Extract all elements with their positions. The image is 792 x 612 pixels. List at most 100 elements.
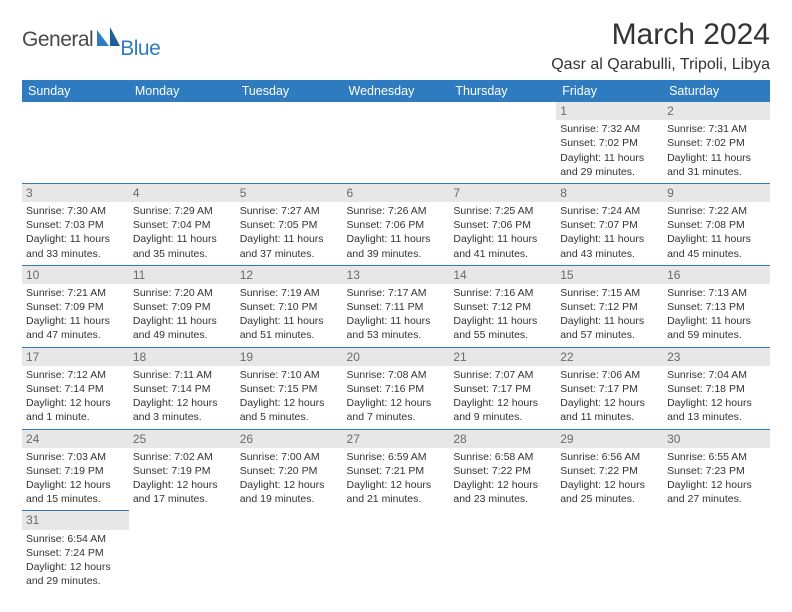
calendar-cell: 24Sunrise: 7:03 AMSunset: 7:19 PMDayligh… — [22, 429, 129, 511]
day-number: 16 — [663, 266, 770, 284]
daylight-text: Daylight: 12 hours and 15 minutes. — [26, 478, 125, 506]
calendar-cell: 2Sunrise: 7:31 AMSunset: 7:02 PMDaylight… — [663, 102, 770, 183]
calendar-cell — [236, 102, 343, 183]
sunset-text: Sunset: 7:13 PM — [667, 300, 766, 314]
calendar-cell — [556, 511, 663, 592]
daylight-text: Daylight: 11 hours and 45 minutes. — [667, 232, 766, 260]
sunset-text: Sunset: 7:08 PM — [667, 218, 766, 232]
calendar-cell: 20Sunrise: 7:08 AMSunset: 7:16 PMDayligh… — [343, 347, 450, 429]
daylight-text: Daylight: 12 hours and 23 minutes. — [453, 478, 552, 506]
calendar-week: 31Sunrise: 6:54 AMSunset: 7:24 PMDayligh… — [22, 511, 770, 592]
calendar-cell — [663, 511, 770, 592]
calendar-cell: 12Sunrise: 7:19 AMSunset: 7:10 PMDayligh… — [236, 265, 343, 347]
calendar-week: 17Sunrise: 7:12 AMSunset: 7:14 PMDayligh… — [22, 347, 770, 429]
calendar-cell: 19Sunrise: 7:10 AMSunset: 7:15 PMDayligh… — [236, 347, 343, 429]
calendar-cell: 9Sunrise: 7:22 AMSunset: 7:08 PMDaylight… — [663, 183, 770, 265]
sunrise-text: Sunrise: 6:54 AM — [26, 532, 125, 546]
daylight-text: Daylight: 12 hours and 5 minutes. — [240, 396, 339, 424]
sunset-text: Sunset: 7:19 PM — [26, 464, 125, 478]
sunrise-text: Sunrise: 7:25 AM — [453, 204, 552, 218]
day-number: 22 — [556, 348, 663, 366]
day-number: 17 — [22, 348, 129, 366]
day-number: 12 — [236, 266, 343, 284]
sunrise-text: Sunrise: 7:00 AM — [240, 450, 339, 464]
sunset-text: Sunset: 7:02 PM — [560, 136, 659, 150]
daylight-text: Daylight: 11 hours and 47 minutes. — [26, 314, 125, 342]
logo-sail-icon — [95, 26, 121, 53]
logo-text-general: General — [22, 28, 93, 52]
sunset-text: Sunset: 7:09 PM — [133, 300, 232, 314]
calendar-cell: 21Sunrise: 7:07 AMSunset: 7:17 PMDayligh… — [449, 347, 556, 429]
calendar-cell: 23Sunrise: 7:04 AMSunset: 7:18 PMDayligh… — [663, 347, 770, 429]
daylight-text: Daylight: 11 hours and 37 minutes. — [240, 232, 339, 260]
sunrise-text: Sunrise: 7:04 AM — [667, 368, 766, 382]
calendar-cell: 16Sunrise: 7:13 AMSunset: 7:13 PMDayligh… — [663, 265, 770, 347]
sunrise-text: Sunrise: 7:03 AM — [26, 450, 125, 464]
calendar-cell: 28Sunrise: 6:58 AMSunset: 7:22 PMDayligh… — [449, 429, 556, 511]
sunset-text: Sunset: 7:09 PM — [26, 300, 125, 314]
calendar-cell: 15Sunrise: 7:15 AMSunset: 7:12 PMDayligh… — [556, 265, 663, 347]
location: Qasr al Qarabulli, Tripoli, Libya — [551, 56, 770, 74]
sunrise-text: Sunrise: 7:11 AM — [133, 368, 232, 382]
day-number: 7 — [449, 184, 556, 202]
calendar-cell: 4Sunrise: 7:29 AMSunset: 7:04 PMDaylight… — [129, 183, 236, 265]
daylight-text: Daylight: 11 hours and 41 minutes. — [453, 232, 552, 260]
calendar-cell: 8Sunrise: 7:24 AMSunset: 7:07 PMDaylight… — [556, 183, 663, 265]
day-number: 6 — [343, 184, 450, 202]
daylight-text: Daylight: 11 hours and 55 minutes. — [453, 314, 552, 342]
daylight-text: Daylight: 11 hours and 35 minutes. — [133, 232, 232, 260]
sunset-text: Sunset: 7:03 PM — [26, 218, 125, 232]
calendar-week: 24Sunrise: 7:03 AMSunset: 7:19 PMDayligh… — [22, 429, 770, 511]
day-number: 14 — [449, 266, 556, 284]
calendar-cell: 13Sunrise: 7:17 AMSunset: 7:11 PMDayligh… — [343, 265, 450, 347]
daylight-text: Daylight: 12 hours and 3 minutes. — [133, 396, 232, 424]
day-header: Wednesday — [343, 80, 450, 102]
sunset-text: Sunset: 7:18 PM — [667, 382, 766, 396]
calendar-cell — [129, 511, 236, 592]
day-number: 11 — [129, 266, 236, 284]
daylight-text: Daylight: 11 hours and 57 minutes. — [560, 314, 659, 342]
day-number: 28 — [449, 430, 556, 448]
day-number: 8 — [556, 184, 663, 202]
sunrise-text: Sunrise: 7:10 AM — [240, 368, 339, 382]
sunset-text: Sunset: 7:06 PM — [347, 218, 446, 232]
day-number: 31 — [22, 511, 129, 529]
sunset-text: Sunset: 7:06 PM — [453, 218, 552, 232]
calendar-table: Sunday Monday Tuesday Wednesday Thursday… — [22, 80, 770, 592]
sunset-text: Sunset: 7:22 PM — [453, 464, 552, 478]
calendar-cell: 26Sunrise: 7:00 AMSunset: 7:20 PMDayligh… — [236, 429, 343, 511]
sunrise-text: Sunrise: 7:08 AM — [347, 368, 446, 382]
sunrise-text: Sunrise: 7:17 AM — [347, 286, 446, 300]
day-number: 21 — [449, 348, 556, 366]
logo-text-blue: Blue — [120, 37, 160, 61]
sunrise-text: Sunrise: 7:06 AM — [560, 368, 659, 382]
header: General Blue March 2024 Qasr al Qarabull… — [22, 18, 770, 74]
calendar-week: 10Sunrise: 7:21 AMSunset: 7:09 PMDayligh… — [22, 265, 770, 347]
sunset-text: Sunset: 7:12 PM — [453, 300, 552, 314]
sunrise-text: Sunrise: 7:31 AM — [667, 122, 766, 136]
calendar-cell: 22Sunrise: 7:06 AMSunset: 7:17 PMDayligh… — [556, 347, 663, 429]
sunrise-text: Sunrise: 7:12 AM — [26, 368, 125, 382]
daylight-text: Daylight: 11 hours and 43 minutes. — [560, 232, 659, 260]
calendar-cell: 31Sunrise: 6:54 AMSunset: 7:24 PMDayligh… — [22, 511, 129, 592]
daylight-text: Daylight: 11 hours and 31 minutes. — [667, 151, 766, 179]
sunset-text: Sunset: 7:20 PM — [240, 464, 339, 478]
calendar-cell: 3Sunrise: 7:30 AMSunset: 7:03 PMDaylight… — [22, 183, 129, 265]
day-number: 29 — [556, 430, 663, 448]
sunset-text: Sunset: 7:04 PM — [133, 218, 232, 232]
daylight-text: Daylight: 12 hours and 29 minutes. — [26, 560, 125, 588]
daylight-text: Daylight: 12 hours and 1 minute. — [26, 396, 125, 424]
day-number: 15 — [556, 266, 663, 284]
sunrise-text: Sunrise: 7:15 AM — [560, 286, 659, 300]
calendar-cell — [129, 102, 236, 183]
daylight-text: Daylight: 12 hours and 19 minutes. — [240, 478, 339, 506]
calendar-cell: 1Sunrise: 7:32 AMSunset: 7:02 PMDaylight… — [556, 102, 663, 183]
day-number: 18 — [129, 348, 236, 366]
daylight-text: Daylight: 11 hours and 49 minutes. — [133, 314, 232, 342]
sunrise-text: Sunrise: 7:02 AM — [133, 450, 232, 464]
calendar-cell — [236, 511, 343, 592]
calendar-cell: 27Sunrise: 6:59 AMSunset: 7:21 PMDayligh… — [343, 429, 450, 511]
day-header: Tuesday — [236, 80, 343, 102]
sunset-text: Sunset: 7:16 PM — [347, 382, 446, 396]
calendar-cell — [449, 511, 556, 592]
